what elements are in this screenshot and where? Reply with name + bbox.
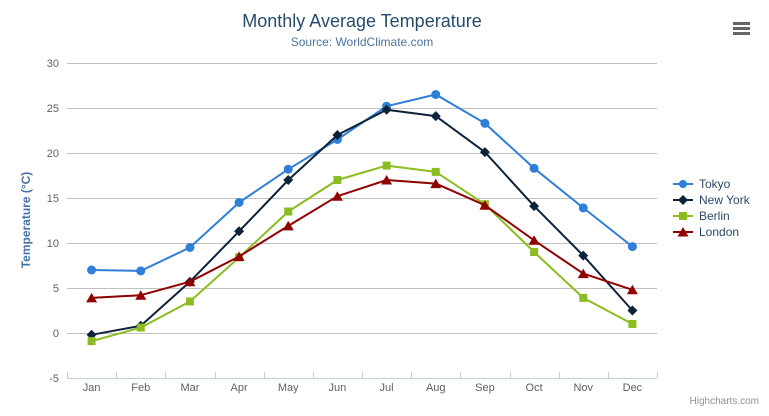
legend-label: London bbox=[699, 225, 740, 239]
point-new-york-Oct[interactable] bbox=[529, 201, 540, 212]
chart-subtitle: Source: WorldClimate.com bbox=[290, 35, 434, 49]
legend-item-tokyo[interactable]: Tokyo bbox=[672, 176, 750, 192]
point-london-Oct[interactable] bbox=[528, 235, 540, 245]
tokyo-circle-icon bbox=[673, 180, 693, 188]
y-axis-label: 20 bbox=[47, 148, 59, 160]
legend-item-berlin[interactable]: Berlin bbox=[672, 208, 750, 224]
point-berlin-Jul[interactable] bbox=[382, 161, 391, 170]
point-london-Jul[interactable] bbox=[381, 175, 393, 185]
point-berlin-Jun[interactable] bbox=[333, 176, 342, 184]
point-new-york-May[interactable] bbox=[283, 175, 294, 185]
menu-bar bbox=[733, 32, 750, 35]
y-axis-label: 15 bbox=[47, 193, 59, 205]
point-new-york-Aug[interactable] bbox=[430, 111, 441, 122]
legend: Tokyo New York Berlin London bbox=[672, 176, 750, 240]
point-berlin-May[interactable] bbox=[284, 207, 293, 216]
context-menu-icon[interactable] bbox=[733, 22, 750, 35]
point-berlin-Aug[interactable] bbox=[431, 167, 440, 176]
point-tokyo-Sep[interactable] bbox=[480, 118, 490, 128]
point-tokyo-Feb[interactable] bbox=[136, 266, 146, 276]
y-axis-label: 30 bbox=[47, 58, 59, 70]
point-london-Nov[interactable] bbox=[577, 268, 589, 279]
point-new-york-Jul[interactable] bbox=[381, 104, 392, 115]
x-axis-label: May bbox=[278, 382, 299, 394]
x-axis-label: Oct bbox=[526, 382, 543, 394]
series-line-tokyo bbox=[90, 93, 634, 272]
point-new-york-Dec[interactable] bbox=[627, 305, 638, 316]
legend-label: Tokyo bbox=[699, 177, 731, 191]
y-axis-label: 25 bbox=[47, 103, 59, 115]
point-tokyo-May[interactable] bbox=[283, 164, 293, 174]
y-axis-label: -5 bbox=[49, 373, 59, 385]
point-london-Aug[interactable] bbox=[430, 178, 442, 189]
y-axis-label: 5 bbox=[53, 283, 59, 295]
point-berlin-Mar[interactable] bbox=[185, 297, 194, 306]
menu-bar bbox=[733, 27, 750, 30]
x-axis-label: Nov bbox=[573, 382, 593, 394]
series-line-berlin bbox=[90, 164, 634, 343]
x-axis-label: Apr bbox=[231, 382, 248, 394]
london-triangle-icon bbox=[673, 227, 693, 237]
point-london-Mar[interactable] bbox=[184, 276, 196, 287]
y-axis-label: 10 bbox=[47, 238, 59, 250]
x-axis-label: Aug bbox=[426, 382, 446, 394]
point-tokyo-Jan[interactable] bbox=[87, 265, 97, 275]
point-new-york-Nov[interactable] bbox=[578, 250, 589, 261]
series-line-london bbox=[90, 179, 634, 299]
point-tokyo-Dec[interactable] bbox=[627, 242, 637, 252]
point-new-york-Sep[interactable] bbox=[479, 147, 490, 158]
x-axis-label: Dec bbox=[623, 382, 643, 394]
point-tokyo-Mar[interactable] bbox=[185, 243, 195, 252]
point-berlin-Feb[interactable] bbox=[136, 323, 145, 332]
credits-link[interactable]: Highcharts.com bbox=[689, 396, 759, 407]
x-axis-label: Jan bbox=[83, 382, 101, 394]
chart-title: Monthly Average Temperature bbox=[242, 11, 482, 31]
x-axis-label: Feb bbox=[131, 382, 150, 394]
x-axis-label: Jun bbox=[329, 382, 347, 394]
point-london-Jun[interactable] bbox=[331, 191, 343, 201]
point-tokyo-Oct[interactable] bbox=[529, 163, 539, 173]
x-axis-label: Sep bbox=[475, 382, 495, 394]
point-berlin-Nov[interactable] bbox=[579, 293, 588, 302]
y-axis-label: 0 bbox=[53, 328, 59, 340]
x-axis-label: Mar bbox=[180, 382, 199, 394]
menu-bar bbox=[733, 22, 750, 25]
point-london-Apr[interactable] bbox=[233, 251, 245, 262]
legend-item-new-york[interactable]: New York bbox=[672, 192, 750, 208]
point-tokyo-Apr[interactable] bbox=[234, 198, 244, 207]
legend-label: Berlin bbox=[699, 209, 730, 223]
point-new-york-Jun[interactable] bbox=[332, 130, 343, 140]
point-tokyo-Aug[interactable] bbox=[431, 90, 441, 99]
new-york-diamond-icon bbox=[673, 195, 693, 205]
point-tokyo-Nov[interactable] bbox=[578, 203, 588, 213]
x-axis-label: Jul bbox=[380, 382, 394, 394]
point-london-Dec[interactable] bbox=[626, 284, 638, 295]
legend-item-london[interactable]: London bbox=[672, 224, 750, 240]
series-line-new-york bbox=[90, 108, 634, 336]
point-berlin-Dec[interactable] bbox=[628, 320, 637, 328]
point-berlin-Oct[interactable] bbox=[530, 248, 539, 256]
point-london-Feb[interactable] bbox=[135, 290, 147, 300]
berlin-square-icon bbox=[673, 212, 693, 220]
legend-label: New York bbox=[699, 193, 750, 207]
point-new-york-Apr[interactable] bbox=[234, 226, 245, 237]
point-london-Sep[interactable] bbox=[479, 200, 491, 210]
point-london-Jan[interactable] bbox=[86, 292, 98, 303]
point-berlin-Jan[interactable] bbox=[87, 337, 96, 346]
point-london-May[interactable] bbox=[282, 220, 294, 231]
